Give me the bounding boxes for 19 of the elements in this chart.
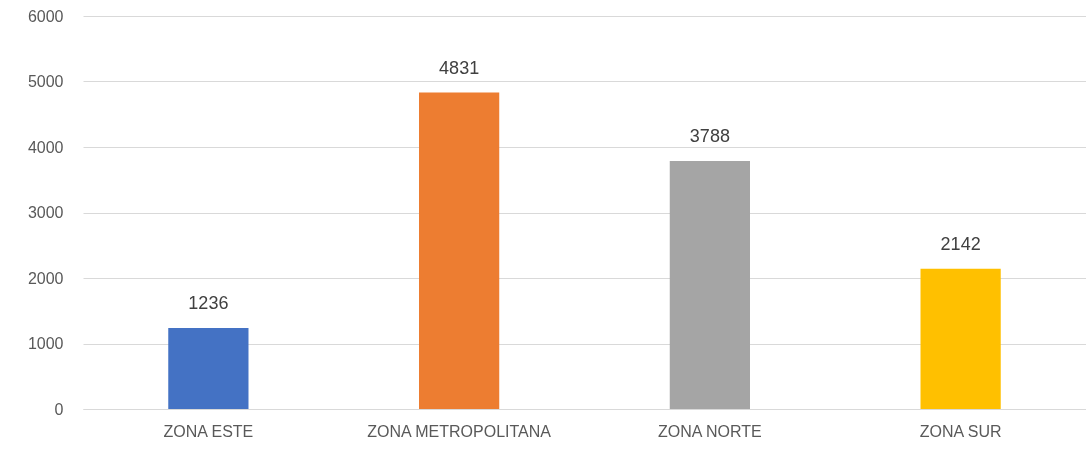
- y-tick-label: 4000: [27, 138, 64, 156]
- bar: [669, 160, 750, 409]
- y-tick-label: 3000: [27, 204, 64, 221]
- data-label: 3788: [689, 125, 730, 146]
- data-label: 4831: [439, 57, 480, 78]
- data-label: 2142: [940, 233, 981, 254]
- y-tick-label: 0: [54, 400, 64, 418]
- data-label: 1236: [188, 293, 229, 314]
- y-tick-label: 5000: [27, 73, 64, 90]
- x-tick-label: ZONA ESTE: [163, 422, 254, 440]
- y-tick-label: 2000: [27, 269, 64, 287]
- bar: [168, 328, 249, 409]
- y-tick-label: 6000: [27, 7, 64, 25]
- x-tick-label: ZONA SUR: [919, 422, 1002, 440]
- bar: [419, 92, 500, 409]
- x-tick-label: ZONA NORTE: [658, 422, 762, 440]
- y-tick-label: 1000: [27, 335, 64, 352]
- x-tick-label: ZONA METROPOLITANA: [367, 422, 552, 440]
- bar: [920, 268, 1001, 409]
